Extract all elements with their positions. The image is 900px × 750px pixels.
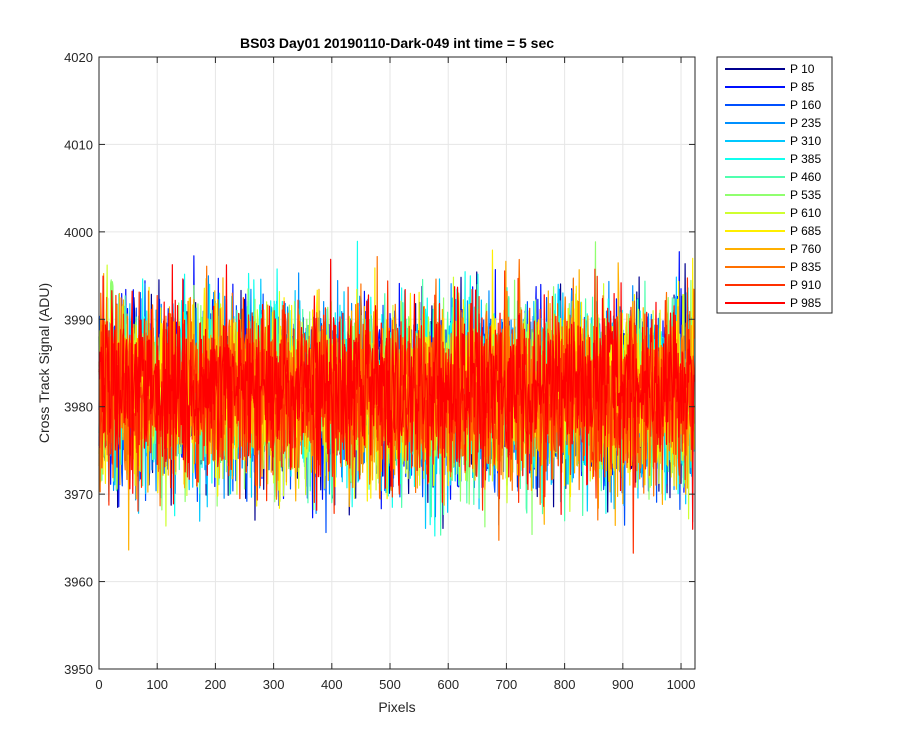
legend-item: P 610 (725, 206, 821, 220)
y-tick-label: 3970 (64, 487, 93, 502)
legend-items: P 10 P 85 P 160 P 235 P 310 P 385 P 460 P 535 P … (725, 62, 821, 310)
legend-item: P 160 (725, 98, 821, 112)
legend-item: P 985 (725, 296, 821, 310)
x-tick-label: 900 (612, 677, 634, 692)
x-tick-label: 500 (379, 677, 401, 692)
legend-label: P 10 (790, 62, 815, 76)
legend-label: P 985 (790, 296, 821, 310)
legend-label: P 610 (790, 206, 821, 220)
x-tick-label: 1000 (667, 677, 696, 692)
y-tick-label: 3950 (64, 662, 93, 677)
legend: P 10 P 85 P 160 P 235 P 310 P 385 P 460 P 535 P … (716, 56, 833, 314)
series-lines (98, 240, 696, 554)
legend-item: P 385 (725, 152, 821, 166)
legend-item: P 310 (725, 134, 821, 148)
legend-item: P 235 (725, 116, 821, 130)
x-tick-label: 100 (146, 677, 168, 692)
legend-label: P 760 (790, 242, 821, 256)
legend-label: P 385 (790, 152, 821, 166)
legend-item: P 10 (725, 62, 815, 76)
legend-item: P 535 (725, 188, 821, 202)
legend-label: P 85 (790, 80, 815, 94)
legend-item: P 910 (725, 278, 821, 292)
legend-item: P 835 (725, 260, 821, 274)
legend-label: P 160 (790, 98, 821, 112)
legend-label: P 910 (790, 278, 821, 292)
y-tick-label: 3960 (64, 575, 93, 590)
legend-label: P 535 (790, 188, 821, 202)
axis-ticks: 0 100 200 300 400 500 600 700 800 900 1000 3950 3960… (64, 50, 695, 692)
x-tick-label: 700 (496, 677, 518, 692)
legend-item: P 685 (725, 224, 821, 238)
y-tick-label: 3980 (64, 400, 93, 415)
x-tick-label: 200 (205, 677, 227, 692)
legend-label: P 835 (790, 260, 821, 274)
y-tick-label: 3990 (64, 312, 93, 327)
x-tick-label: 0 (95, 677, 102, 692)
axes-box (98, 56, 696, 670)
x-tick-label: 300 (263, 677, 285, 692)
y-tick-label: 4010 (64, 137, 93, 152)
legend-label: P 235 (790, 116, 821, 130)
chart-title: BS03 Day01 20190110-Dark-049 int time = … (240, 35, 554, 51)
legend-item: P 760 (725, 242, 821, 256)
legend-item: P 85 (725, 80, 815, 94)
x-tick-label: 400 (321, 677, 343, 692)
y-axis-title: Cross Track Signal (ADU) (36, 283, 52, 443)
legend-box (716, 56, 833, 314)
y-tick-label: 4000 (64, 225, 93, 240)
legend-label: P 685 (790, 224, 821, 238)
x-tick-label: 600 (437, 677, 459, 692)
y-tick-label: 4020 (64, 50, 93, 65)
legend-label: P 310 (790, 134, 821, 148)
x-tick-label: 800 (554, 677, 576, 692)
legend-item: P 460 (725, 170, 821, 184)
series-line (98, 258, 695, 530)
x-axis-title: Pixels (378, 699, 415, 715)
legend-label: P 460 (790, 170, 821, 184)
